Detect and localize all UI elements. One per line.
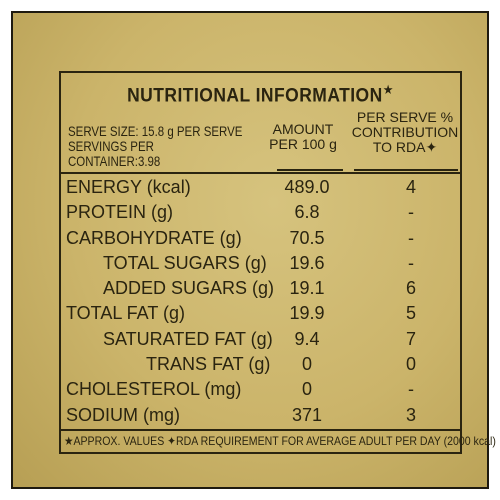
rda-percent: 5 (405, 303, 416, 324)
amount-per-100g: 0 (301, 354, 312, 375)
amount-header-line: AMOUNT (272, 121, 334, 137)
amount-per-100g: 371 (291, 404, 323, 425)
rda-header-line: TO RDA✦ (372, 139, 438, 155)
footnote: ★APPROX. VALUES ✦RDA REQUIREMENT FOR AVE… (64, 434, 496, 448)
nutrient-row: CARBOHYDRATE (g) 70.5 - (61, 226, 460, 251)
column-header-rda: PER SERVE % CONTRIBUTION TO RDA✦ (351, 110, 459, 155)
amount-per-100g: 6.8 (294, 202, 320, 223)
column-header-amount: AMOUNT PER 100 g (267, 122, 339, 152)
amount-header-line: PER 100 g (269, 136, 337, 152)
rda-header-underline (354, 169, 458, 171)
rda-percent: - (408, 202, 414, 223)
title-text: NUTRITIONAL INFORMATION (127, 85, 383, 107)
rda-percent: 0 (405, 354, 416, 375)
nutrient-row: ADDED SUGARS (g) 19.1 6 (61, 276, 460, 301)
nutrient-label: TOTAL FAT (g) (66, 303, 186, 324)
nutrient-row: ENERGY (kcal) 489.0 4 (61, 175, 460, 200)
nutrient-row: CHOLESTEROL (mg) 0 - (61, 377, 460, 402)
label-frame: NUTRITIONAL INFORMATION★ SERVE SIZE: 15.… (11, 11, 496, 489)
rda-percent: 3 (405, 404, 416, 425)
nutrient-row: PROTEIN (g) 6.8 - (61, 200, 460, 225)
amount-per-100g: 19.9 (289, 303, 325, 324)
nutrient-row: SATURATED FAT (g) 9.4 7 (61, 327, 460, 352)
rda-header-line: PER SERVE % (356, 109, 454, 125)
nutrient-row: TRANS FAT (g) 0 0 (61, 352, 460, 377)
amount-per-100g: 0 (301, 379, 312, 400)
rda-percent: - (408, 252, 414, 273)
table-bottom-rule (61, 429, 460, 431)
approx-mark: ★ (382, 82, 394, 97)
rda-percent: 7 (405, 328, 416, 349)
serving-info: SERVE SIZE: 15.8 g PER SERVE SERVINGS PE… (68, 124, 248, 169)
amount-header-underline (277, 169, 343, 171)
amount-per-100g: 19.1 (289, 278, 325, 299)
nutrient-label: PROTEIN (g) (66, 202, 174, 223)
nutrient-label: TRANS FAT (g) (146, 354, 271, 375)
amount-per-100g: 19.6 (289, 252, 325, 273)
amount-per-100g: 9.4 (294, 328, 320, 349)
nutrient-label: SATURATED FAT (g) (103, 328, 273, 349)
nutrient-label: CHOLESTEROL (mg) (66, 379, 242, 400)
rda-percent: - (408, 227, 414, 248)
amount-per-100g: 70.5 (289, 227, 325, 248)
rda-header-line: CONTRIBUTION (351, 124, 459, 140)
table-top-rule (61, 172, 460, 174)
amount-per-100g: 489.0 (284, 177, 330, 197)
servings-per-container: SERVINGS PER CONTAINER:3.98 (68, 138, 161, 169)
nutrient-row: SODIUM (mg) 371 3 (61, 403, 460, 428)
nutrient-row: TOTAL SUGARS (g) 19.6 - (61, 251, 460, 276)
nutrient-label: SODIUM (mg) (66, 404, 180, 425)
nutrient-label: ENERGY (kcal) (66, 177, 191, 197)
nutrient-label: ADDED SUGARS (g) (103, 278, 275, 299)
nutrient-label: TOTAL SUGARS (g) (103, 252, 267, 273)
nutrient-rows: ENERGY (kcal) 489.0 4 PROTEIN (g) 6.8- CARBOH… (61, 175, 460, 428)
rda-percent: 4 (405, 177, 416, 197)
nutrition-panel: NUTRITIONAL INFORMATION★ SERVE SIZE: 15.… (59, 71, 496, 454)
nutrition-title: NUTRITIONAL INFORMATION★ (77, 82, 444, 107)
nutrient-row: TOTAL FAT (g) 19.9 5 (61, 301, 460, 326)
nutrient-label: CARBOHYDRATE (g) (66, 227, 242, 248)
serve-size: SERVE SIZE: 15.8 g PER SERVE (68, 123, 243, 139)
rda-percent: 6 (405, 278, 416, 299)
rda-percent: - (408, 379, 414, 400)
